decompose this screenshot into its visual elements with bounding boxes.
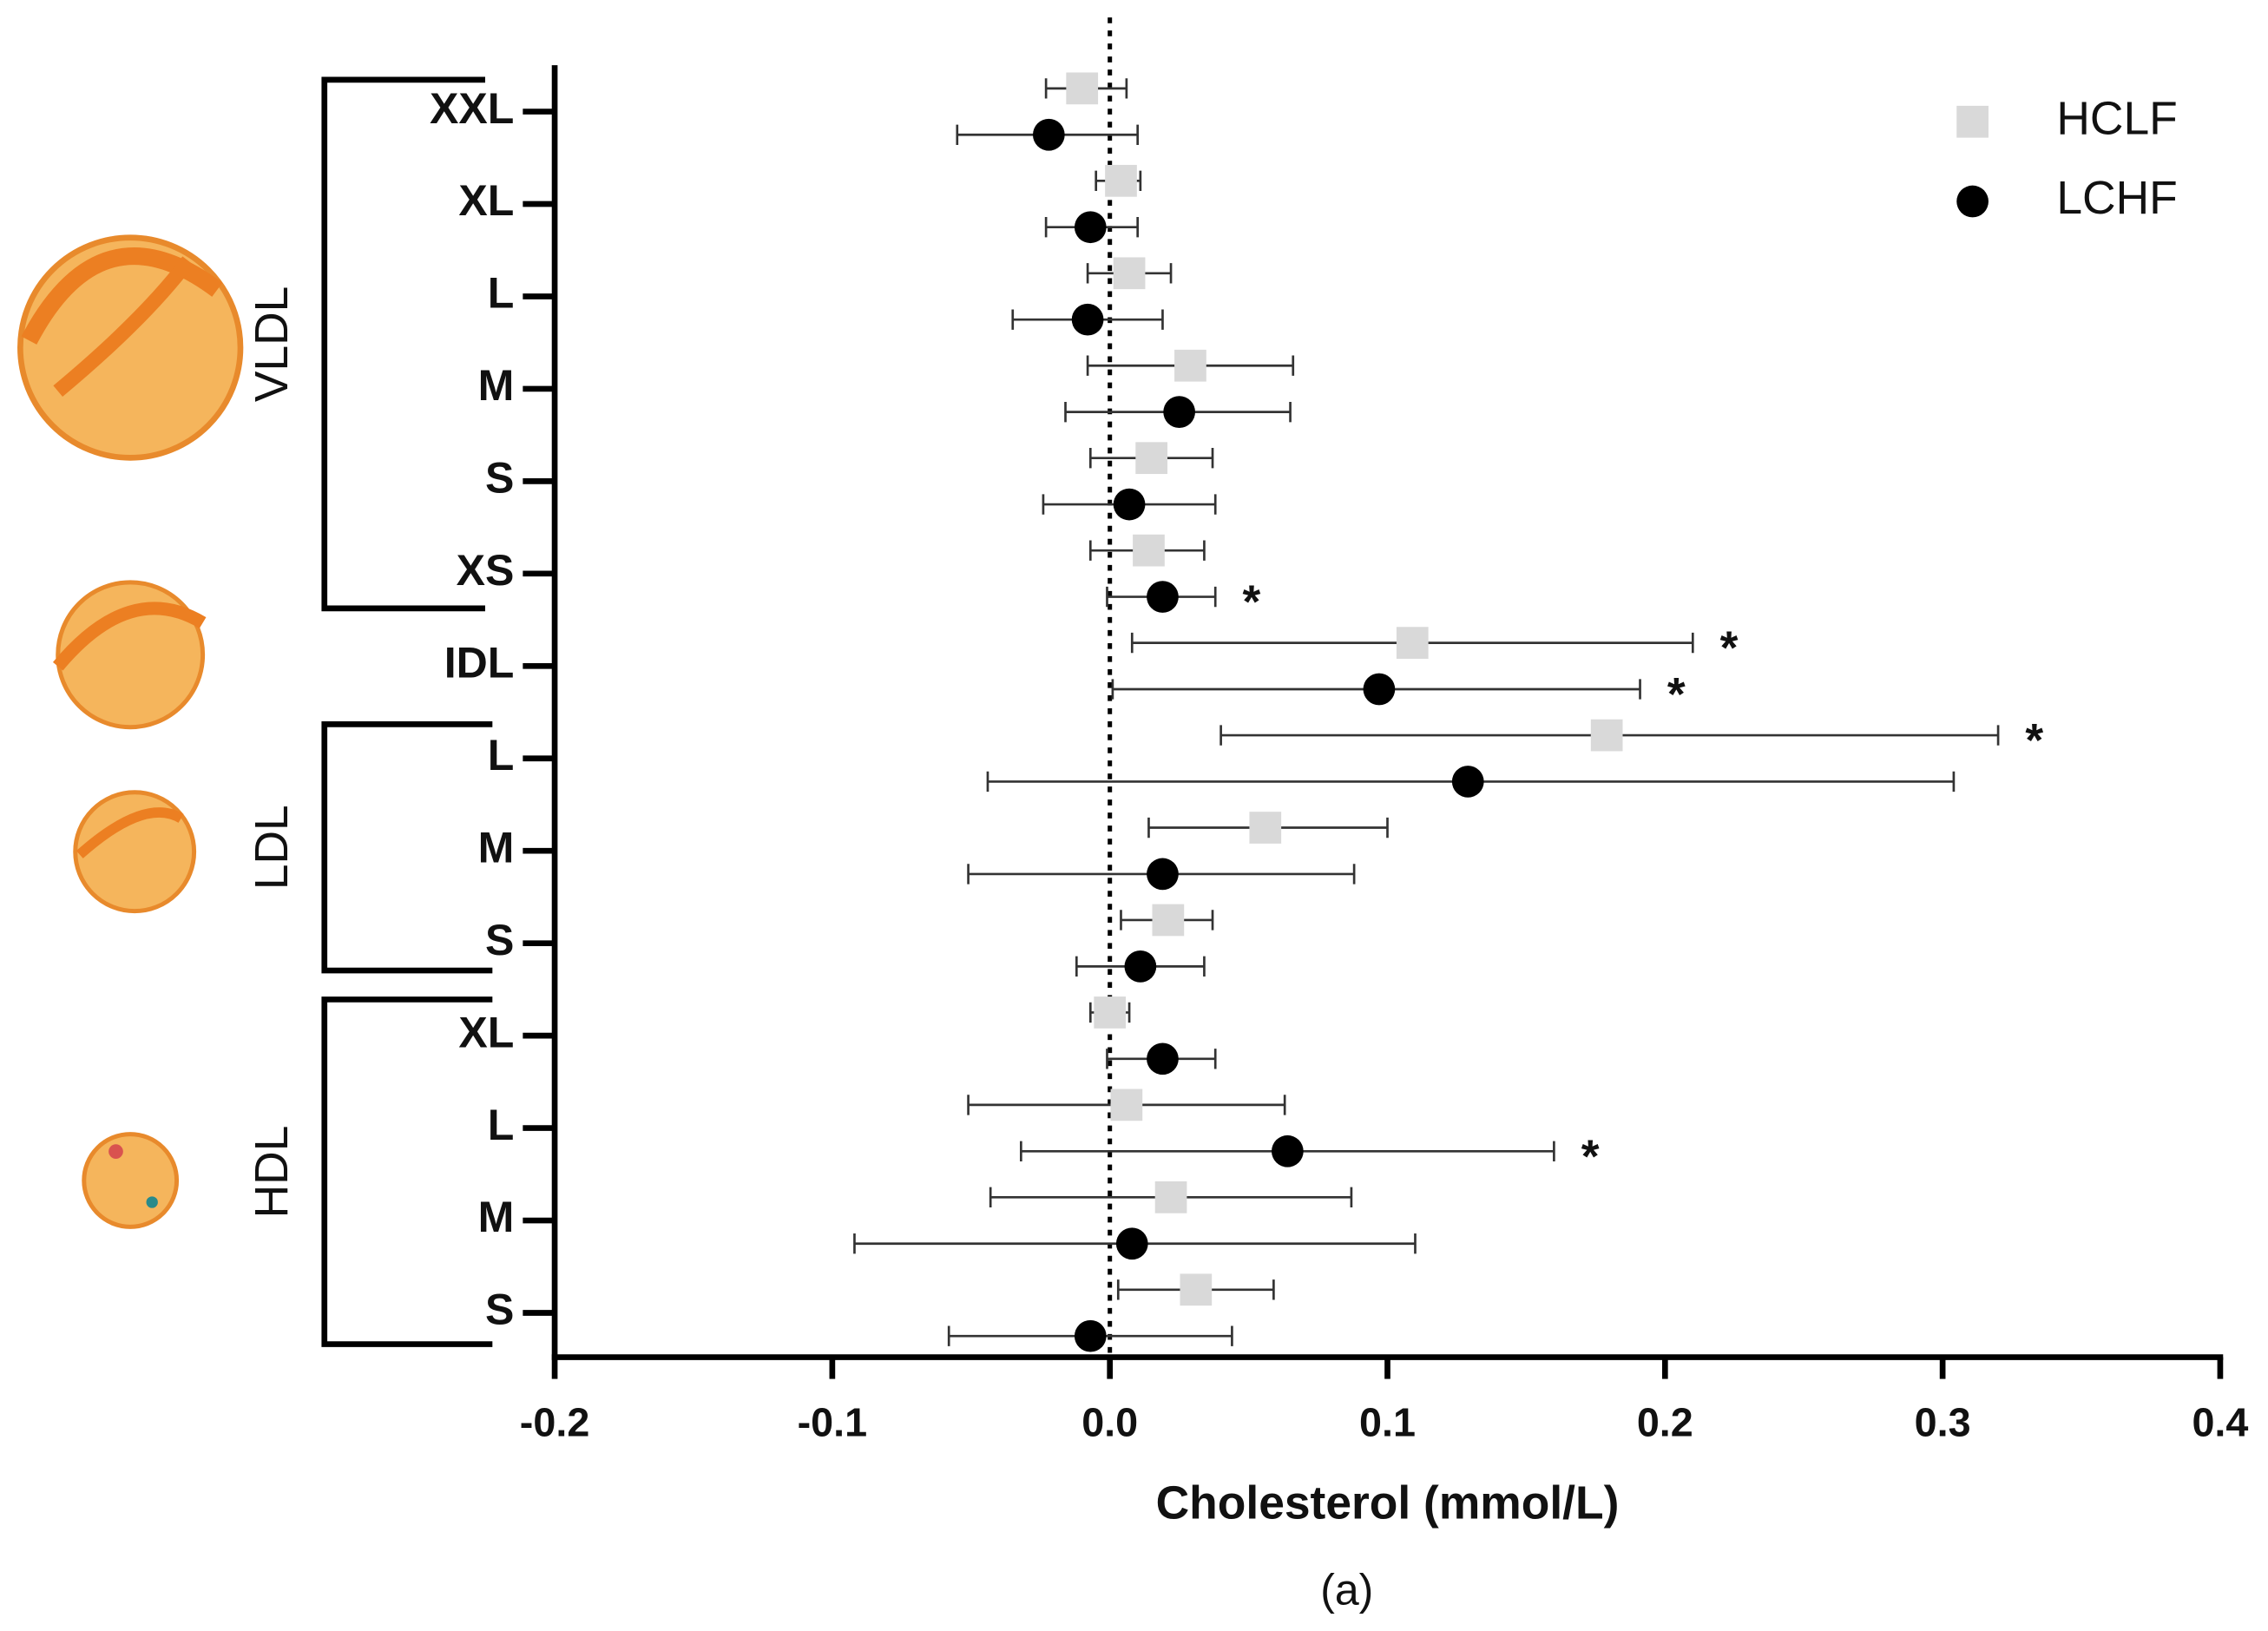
point [1396, 627, 1429, 659]
group-label: HDL [247, 1126, 298, 1219]
x-tick-label: 0.0 [1081, 1399, 1138, 1444]
significance-marker: * [1581, 1131, 1600, 1182]
y-tick-label: XL [458, 176, 514, 225]
legend-marker [1956, 185, 1989, 218]
y-tick-label: L [488, 1101, 515, 1149]
point [1152, 904, 1185, 937]
y-tick-label: S [485, 1286, 514, 1334]
point [1590, 719, 1623, 752]
y-tick-label: L [488, 731, 515, 779]
point [1113, 257, 1146, 290]
point [1451, 766, 1484, 798]
x-tick-label: 0.2 [1637, 1399, 1693, 1444]
x-tick-label: 0.3 [1915, 1399, 1971, 1444]
significance-marker: * [1720, 623, 1739, 674]
y-tick-label: XL [458, 1008, 514, 1056]
y-tick-label: M [478, 823, 515, 871]
point [1135, 442, 1168, 475]
group-label: LDL [247, 805, 298, 890]
point [1071, 303, 1104, 336]
point [1074, 211, 1107, 244]
point [1147, 1042, 1179, 1075]
point [1115, 1227, 1148, 1260]
point [1272, 1134, 1304, 1167]
point [1174, 349, 1206, 382]
significance-marker: * [1667, 669, 1686, 720]
point [1066, 72, 1099, 105]
y-tick-label: S [485, 916, 514, 964]
point [1032, 118, 1065, 151]
x-tick-label: -0.1 [798, 1399, 868, 1444]
point [1180, 1273, 1213, 1306]
y-tick-label: M [478, 1193, 515, 1241]
y-tick-label: XS [457, 546, 515, 595]
y-tick-label: S [485, 454, 514, 503]
legend-label: LCHF [2056, 173, 2177, 224]
point [1124, 950, 1157, 983]
point [1105, 164, 1137, 197]
point [1094, 996, 1127, 1029]
significance-marker: * [1243, 577, 1261, 628]
group-label: VLDL [247, 286, 298, 403]
point [1147, 581, 1179, 613]
particle-illustrations [17, 234, 244, 1229]
x-tick-label: 0.1 [1359, 1399, 1416, 1444]
point [1113, 488, 1146, 521]
group-bracket [321, 721, 493, 974]
point [1163, 396, 1195, 428]
point [1363, 673, 1396, 706]
x-tick-label: -0.2 [520, 1399, 590, 1444]
point [1154, 1181, 1187, 1213]
x-tick-label: 0.4 [2192, 1399, 2248, 1444]
caption: (a) [1320, 1566, 1373, 1615]
group-bracket [321, 76, 485, 612]
y-tick-label: M [478, 361, 515, 410]
point [1147, 858, 1179, 891]
point [1249, 812, 1282, 844]
legend-marker [1956, 105, 1989, 138]
legend-label: HCLF [2056, 93, 2177, 144]
point [1110, 1088, 1143, 1121]
group-bracket [321, 996, 493, 1347]
point [1133, 534, 1165, 567]
y-tick-label: XXL [430, 84, 514, 133]
x-axis-label: Cholesterol (mmol/L) [1156, 1478, 1620, 1529]
point [1074, 1319, 1107, 1352]
significance-marker: * [2025, 715, 2043, 766]
y-tick-label: L [488, 269, 515, 318]
y-tick-label: IDL [444, 639, 515, 687]
